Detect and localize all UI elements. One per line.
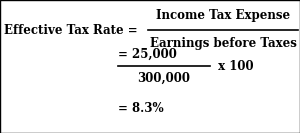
Text: = 25,000: = 25,000 bbox=[118, 47, 177, 61]
Text: Effective Tax Rate =: Effective Tax Rate = bbox=[4, 24, 142, 36]
Text: Earnings before Taxes: Earnings before Taxes bbox=[150, 38, 296, 51]
Text: = 8.3%: = 8.3% bbox=[118, 103, 164, 115]
Text: 300,000: 300,000 bbox=[137, 72, 190, 84]
Text: Income Tax Expense: Income Tax Expense bbox=[156, 9, 290, 22]
Text: x 100: x 100 bbox=[214, 59, 253, 72]
